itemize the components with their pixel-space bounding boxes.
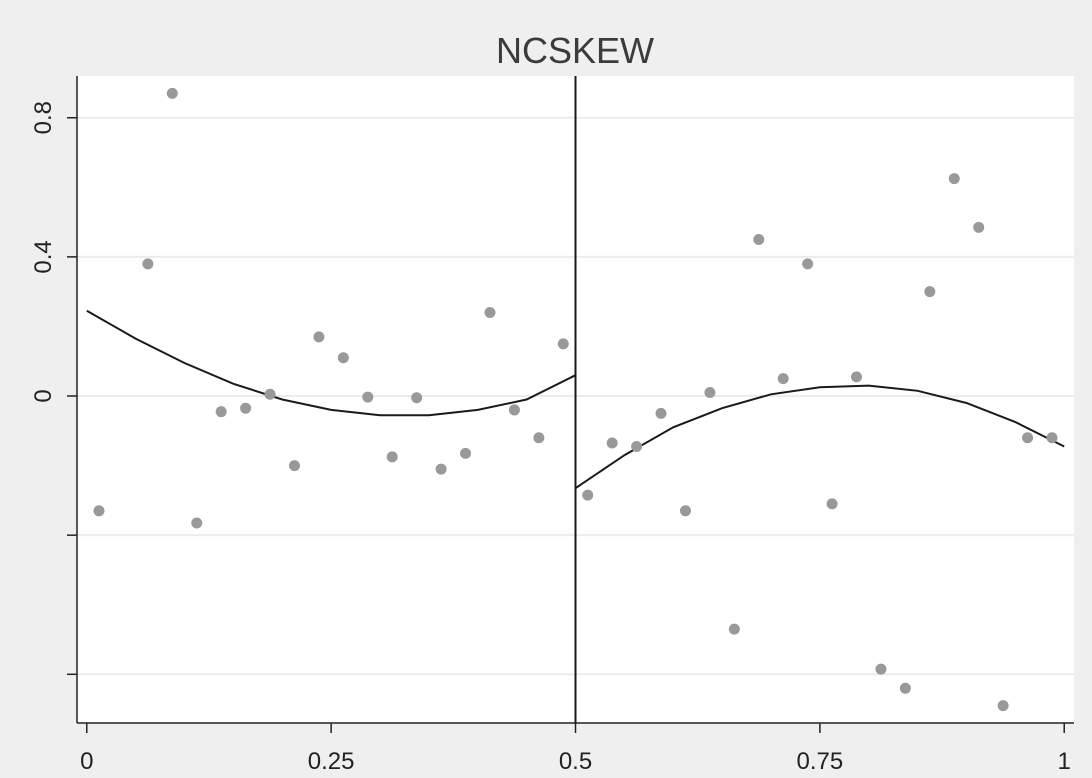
x-tick-label-0: 0 (80, 748, 93, 775)
scatter-point-7 (288, 460, 300, 472)
scatter-point-14 (460, 447, 472, 459)
x-tick-label-4: 1 (1058, 748, 1071, 775)
scatter-point-13 (435, 463, 447, 475)
y-tick-label-2: 0 (30, 389, 57, 402)
scatter-point-28 (802, 258, 814, 270)
scatter-point-26 (753, 233, 765, 245)
x-axis-ticks: 0 0.25 0.5 0.75 1 (80, 723, 1071, 775)
y-tick-label-3: 0.4 (30, 240, 57, 273)
scatter-point-9 (337, 352, 349, 364)
scatter-point-0 (93, 505, 105, 517)
fit-curve-right (574, 384, 1065, 490)
scatter-point-21 (631, 440, 643, 452)
scatter-point-38 (1046, 432, 1058, 444)
scatter-point-3 (191, 517, 203, 529)
chart-title: NCSKEW (496, 30, 654, 71)
scatter-point-24 (704, 387, 716, 399)
scatter-point-25 (728, 623, 740, 635)
y-tick-label-4: 0.8 (30, 101, 57, 134)
scatter-point-15 (484, 307, 496, 319)
fitted-curves (86, 309, 1065, 490)
scatter-point-16 (508, 404, 520, 416)
scatter-point-10 (362, 391, 374, 403)
scatter-point-19 (582, 489, 594, 501)
scatter-point-29 (826, 498, 838, 510)
scatter-point-31 (875, 663, 887, 675)
scatter-point-34 (948, 173, 960, 185)
scatter-point-4 (215, 406, 227, 418)
scatter-point-20 (606, 437, 618, 449)
scatter-point-36 (997, 700, 1009, 712)
scatter-point-11 (386, 451, 398, 463)
scatter-point-33 (924, 286, 936, 298)
scatter-point-32 (899, 682, 911, 694)
x-tick-label-3: 0.75 (797, 748, 844, 775)
y-axis-ticks: 0 0.4 0.8 (30, 101, 77, 676)
scatter-point-17 (533, 432, 545, 444)
scatter-point-30 (851, 371, 863, 383)
x-tick-label-1: 0.25 (308, 748, 355, 775)
scatter-point-23 (679, 505, 691, 517)
fit-curve-left (86, 309, 576, 417)
scatter-point-27 (777, 373, 789, 385)
x-tick-label-2: 0.5 (559, 748, 592, 775)
scatter-point-8 (313, 331, 325, 343)
scatter-points (93, 87, 1058, 712)
scatter-point-37 (1022, 432, 1034, 444)
scatter-point-22 (655, 407, 667, 419)
scatter-point-5 (240, 402, 252, 414)
scatter-point-2 (166, 87, 178, 99)
scatter-point-12 (411, 392, 423, 404)
scatter-point-6 (264, 388, 276, 400)
scatter-point-35 (973, 221, 985, 233)
scatter-point-18 (557, 338, 569, 350)
scatter-point-1 (142, 258, 154, 270)
